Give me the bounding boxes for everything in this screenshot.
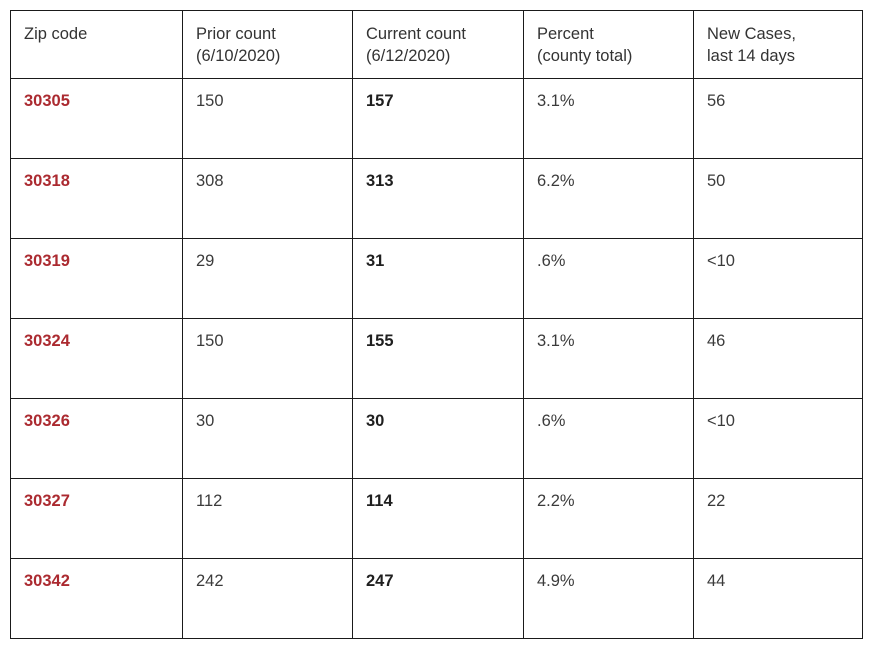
new-cases-cell: 44 — [693, 558, 863, 639]
table-row: 30319 29 31 .6% <10 — [10, 238, 863, 319]
current-count-cell: 155 — [352, 318, 524, 399]
zip-code-case-table: Zip code Prior count (6/10/2020) Current… — [10, 10, 863, 639]
column-header-percent: Percent (county total) — [523, 10, 694, 79]
column-header-zip-code: Zip code — [10, 10, 183, 79]
current-count-cell: 157 — [352, 78, 524, 159]
zip-code-cell: 30305 — [10, 78, 183, 159]
zip-code-cell: 30318 — [10, 158, 183, 239]
zip-code-cell: 30319 — [10, 238, 183, 319]
current-count-cell: 30 — [352, 398, 524, 479]
new-cases-cell: <10 — [693, 238, 863, 319]
table-row: 30318 308 313 6.2% 50 — [10, 158, 863, 239]
column-header-prior-count: Prior count (6/10/2020) — [182, 10, 353, 79]
percent-cell: 3.1% — [523, 78, 694, 159]
percent-cell: 2.2% — [523, 478, 694, 559]
header-row: Zip code Prior count (6/10/2020) Current… — [10, 10, 863, 79]
current-count-cell: 114 — [352, 478, 524, 559]
prior-count-cell: 150 — [182, 78, 353, 159]
prior-count-cell: 308 — [182, 158, 353, 239]
zip-code-cell: 30324 — [10, 318, 183, 399]
current-count-cell: 247 — [352, 558, 524, 639]
new-cases-cell: 22 — [693, 478, 863, 559]
table-row: 30324 150 155 3.1% 46 — [10, 318, 863, 399]
percent-cell: 4.9% — [523, 558, 694, 639]
zip-code-cell: 30326 — [10, 398, 183, 479]
new-cases-cell: <10 — [693, 398, 863, 479]
table-row: 30342 242 247 4.9% 44 — [10, 558, 863, 639]
table-row: 30305 150 157 3.1% 56 — [10, 78, 863, 159]
column-header-new-cases: New Cases, last 14 days — [693, 10, 863, 79]
current-count-cell: 31 — [352, 238, 524, 319]
zip-code-cell: 30342 — [10, 558, 183, 639]
zip-code-cell: 30327 — [10, 478, 183, 559]
prior-count-cell: 242 — [182, 558, 353, 639]
new-cases-cell: 56 — [693, 78, 863, 159]
table-row: 30326 30 30 .6% <10 — [10, 398, 863, 479]
prior-count-cell: 29 — [182, 238, 353, 319]
column-header-current-count: Current count (6/12/2020) — [352, 10, 524, 79]
percent-cell: 3.1% — [523, 318, 694, 399]
current-count-cell: 313 — [352, 158, 524, 239]
new-cases-cell: 50 — [693, 158, 863, 239]
new-cases-cell: 46 — [693, 318, 863, 399]
prior-count-cell: 30 — [182, 398, 353, 479]
prior-count-cell: 150 — [182, 318, 353, 399]
table-row: 30327 112 114 2.2% 22 — [10, 478, 863, 559]
percent-cell: .6% — [523, 398, 694, 479]
prior-count-cell: 112 — [182, 478, 353, 559]
percent-cell: .6% — [523, 238, 694, 319]
percent-cell: 6.2% — [523, 158, 694, 239]
